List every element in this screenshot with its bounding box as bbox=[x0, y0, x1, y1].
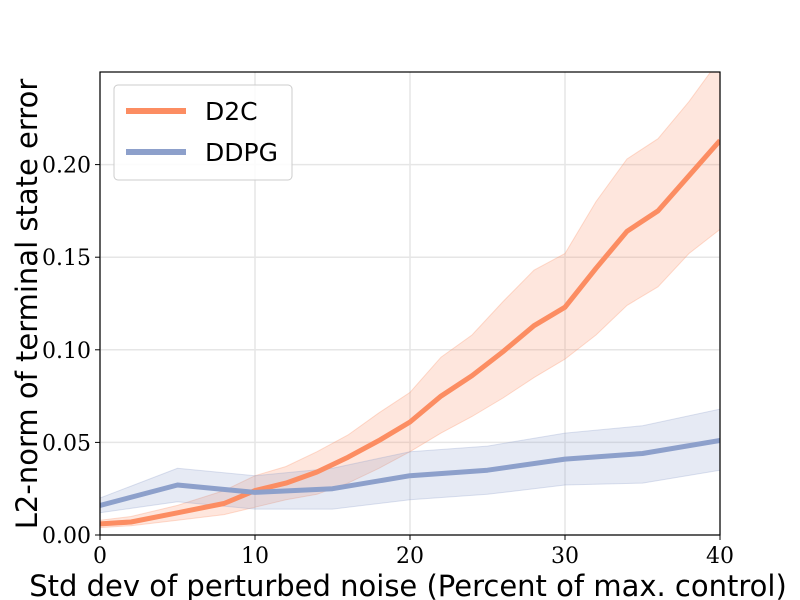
band-ddpg bbox=[100, 408, 720, 514]
x-tick-label: 20 bbox=[396, 544, 424, 569]
y-tick-label: 0.00 bbox=[42, 524, 91, 549]
x-tick-label: 0 bbox=[93, 544, 107, 569]
y-tick-label: 0.20 bbox=[42, 154, 91, 179]
confidence-bands bbox=[100, 72, 720, 529]
axis-ticks: 0 10 20 30 40 0.00 0.05 0.10 0.15 0.20 bbox=[42, 154, 734, 569]
legend-label-d2c: D2C bbox=[205, 97, 258, 126]
legend: D2C DDPG bbox=[113, 84, 293, 181]
x-tick-label: 30 bbox=[551, 544, 579, 569]
legend-label-ddpg: DDPG bbox=[205, 138, 278, 167]
y-tick-label: 0.05 bbox=[42, 431, 91, 456]
series-lines bbox=[100, 138, 720, 527]
series-line-d2c bbox=[100, 138, 720, 527]
y-tick-label: 0.15 bbox=[42, 246, 91, 271]
series-line-ddpg bbox=[100, 438, 720, 508]
y-axis-label: L2-norm of terminal state error bbox=[10, 79, 44, 530]
x-tick-label: 10 bbox=[241, 544, 269, 569]
x-axis-label: Std dev of perturbed noise (Percent of m… bbox=[29, 569, 787, 600]
band-d2c bbox=[100, 72, 720, 529]
y-tick-label: 0.10 bbox=[42, 339, 91, 364]
x-tick-label: 40 bbox=[706, 544, 734, 569]
